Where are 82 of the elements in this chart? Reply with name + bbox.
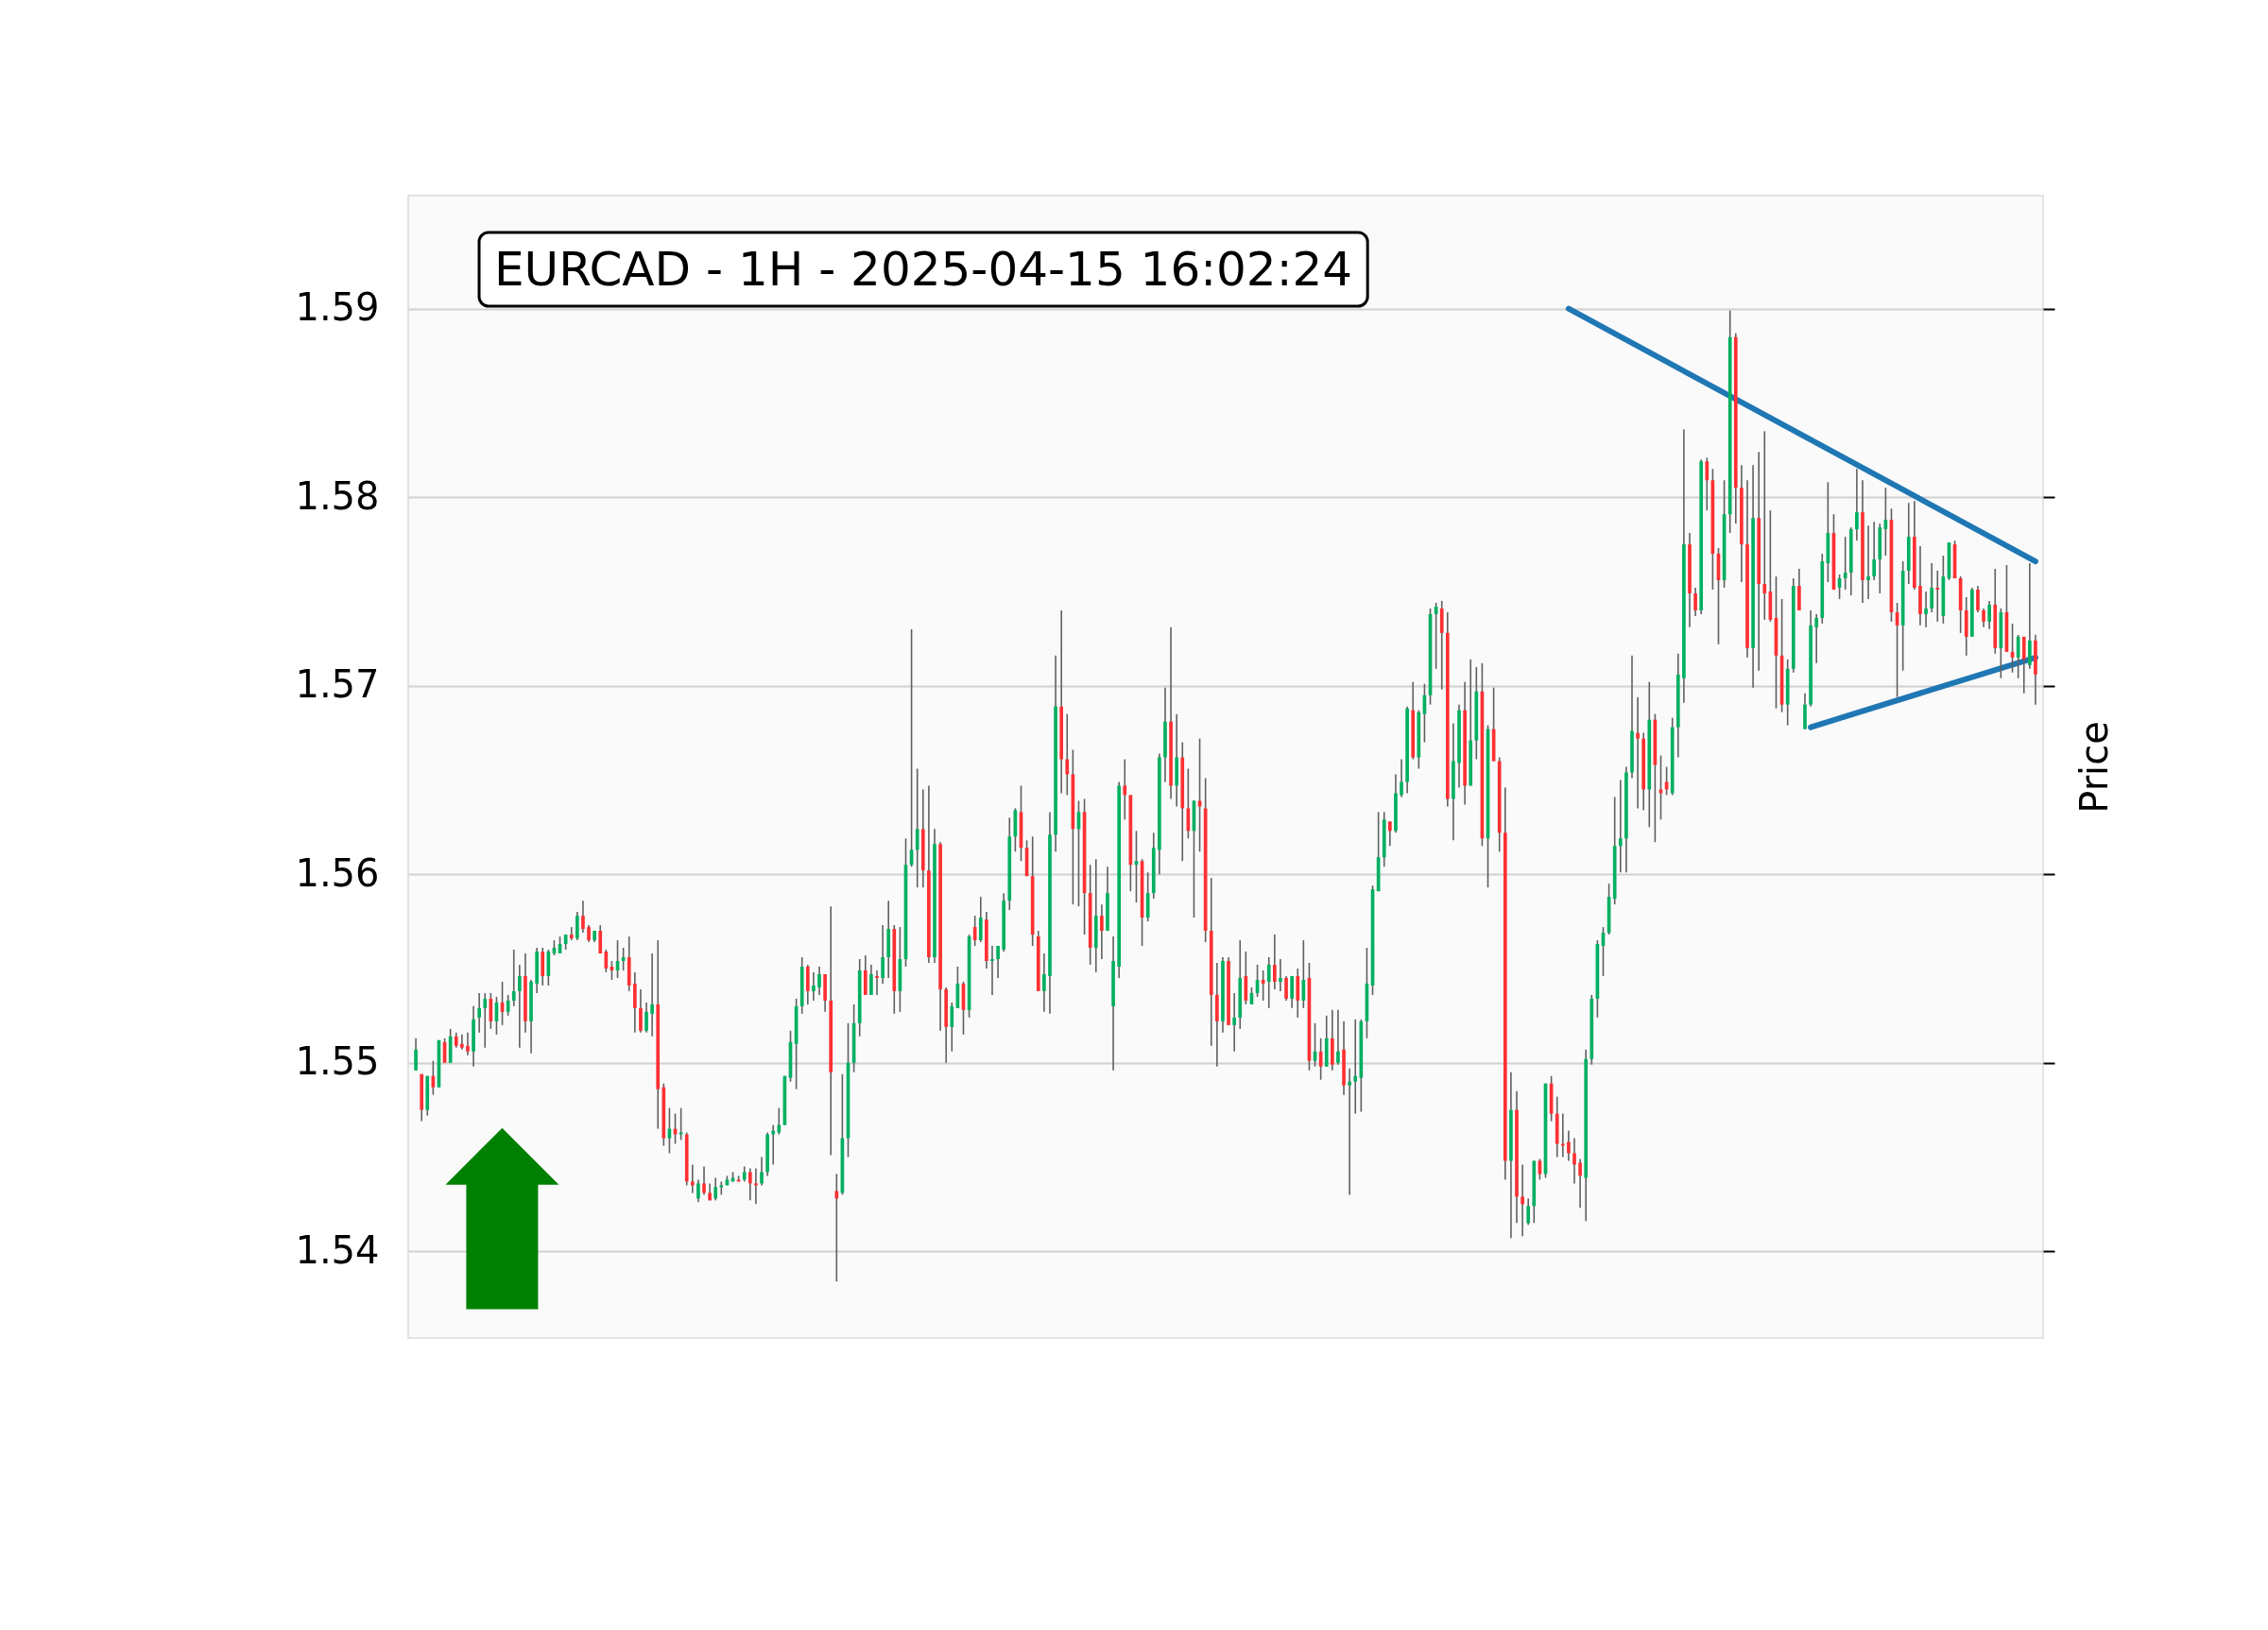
y-tick-label: 1.55 [295,1039,380,1084]
candlestick [1872,521,1877,581]
y-tick-label: 1.57 [295,662,380,707]
candlestick [1284,975,1288,1002]
candlestick [581,900,585,934]
y-tick-label: 1.58 [295,473,380,518]
y-tick-label: 1.59 [295,285,380,330]
candlestick [1636,695,1640,810]
candlestick [598,924,603,954]
candlestick [477,992,481,1034]
candlestick [575,911,579,941]
candlestick [690,1163,695,1194]
candlestick [1705,456,1710,511]
candlestick [1618,779,1623,874]
candlestick [1387,820,1392,848]
candlestick [639,988,643,1034]
candlestick [414,1037,418,1072]
candlestick [1232,992,1236,1053]
candlestick [1400,758,1403,798]
candlestick [812,971,816,1002]
candlestick [1042,952,1046,1013]
candlestick [1279,958,1282,992]
candlestick [702,1165,706,1196]
candlestick [747,1167,752,1202]
candlestick [713,1176,718,1202]
candlestick [604,949,609,973]
candlestick [990,945,994,996]
candlestick [2021,636,2026,695]
candlestick [915,767,919,888]
candlestick [1935,570,1940,623]
candlestick [1336,1009,1340,1066]
candlestick [1560,1112,1565,1158]
candlestick [1123,758,1127,821]
candlestick [518,964,522,1049]
candlestick [1843,536,1847,591]
candlestick [696,1178,700,1204]
candlestick [1348,1067,1351,1196]
candlestick [978,896,983,943]
candlestick [650,952,654,1038]
candlestick [644,1002,648,1034]
candlestick [569,926,574,941]
candlestick [881,924,885,985]
candlestick [1526,1197,1531,1227]
candlestick [1930,562,1933,613]
candlestick [950,1002,954,1053]
text: EURCAD - 1H - 2025-04-15 16:02:24 [494,242,1353,297]
candlestick [1065,712,1070,797]
y-axis-title: Price [2071,721,2116,814]
candlestick [460,1034,464,1051]
candlestick [1567,1129,1571,1162]
candlestick [1578,1158,1582,1210]
candlestick [1987,600,1991,630]
candlestick [1290,975,1294,1009]
candlestick [511,949,516,1007]
y-tick-label: 1.54 [295,1227,380,1272]
candlestick [869,964,873,996]
candlestick [1273,934,1277,990]
candlestick [972,915,977,947]
candlestick [1572,1137,1576,1185]
candlestick [1924,591,1928,628]
candlestick [771,1124,776,1166]
candlestick [1353,1019,1358,1115]
y-tick-label: 1.56 [295,850,380,895]
candlestick [1693,587,1697,617]
candlestick [1982,608,1985,628]
candlestick [834,1173,839,1282]
candlestick [777,1107,782,1136]
candlestick [875,969,879,996]
candlestick [1976,585,1980,613]
candlestick [1521,1163,1524,1238]
candlestick [1762,430,1767,621]
candlestick [466,1032,470,1056]
candlestick [817,966,821,996]
candlestick [1814,613,1819,664]
candlestick [1266,956,1271,1009]
candlestick [1100,903,1104,960]
candlestick [754,1167,758,1206]
candlestick [996,945,1000,979]
candlestick [760,1156,764,1187]
candlestick [483,992,488,1049]
candlestick [1855,468,1859,541]
candlestick [1866,524,1870,600]
